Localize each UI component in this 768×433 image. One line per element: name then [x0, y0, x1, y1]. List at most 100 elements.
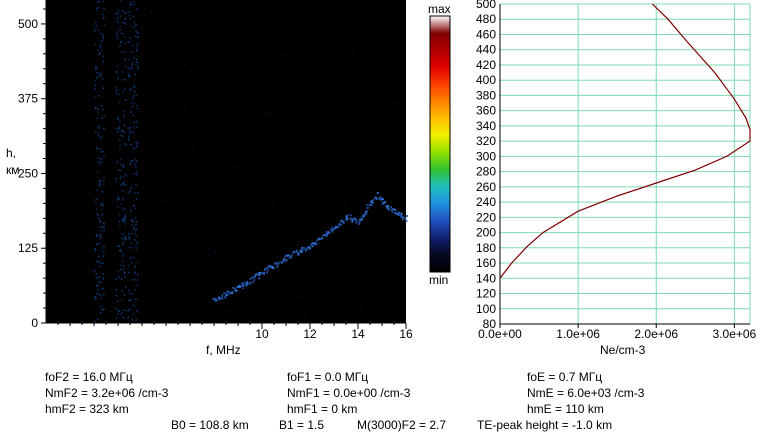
ionogram-noise-speck — [300, 316, 302, 318]
ionogram-trace-point — [358, 218, 361, 221]
ionogram-noise-speck — [116, 17, 119, 19]
ionogram-noise-speck — [123, 220, 125, 223]
ionogram-noise-speck — [97, 242, 99, 245]
ionogram-trace-point — [355, 221, 357, 224]
ionogram-noise-speck — [132, 147, 135, 150]
ionogram-noise-speck — [98, 265, 101, 268]
ionogram-noise-speck — [103, 24, 106, 26]
ionogram-trace-point — [301, 250, 303, 253]
ionogram-noise-speck — [234, 205, 236, 207]
ionogram-noise-speck — [96, 277, 98, 279]
ionogram-noise-speck — [149, 12, 151, 14]
ionogram-trace-point — [402, 216, 404, 219]
ionogram-noise-speck — [116, 32, 118, 34]
ionogram-noise-speck — [97, 49, 99, 51]
ionogram-noise-speck — [133, 90, 136, 93]
ionogram-noise-speck — [295, 146, 297, 148]
ionogram-noise-speck — [368, 220, 370, 222]
ionogram-noise-speck — [134, 207, 137, 210]
ionogram-trace-point — [289, 255, 292, 258]
ionogram-noise-speck — [281, 55, 283, 57]
ionogram-noise-speck — [124, 23, 127, 25]
ionogram-trace-point — [365, 213, 368, 216]
ionogram-trace-point — [339, 223, 342, 226]
ionogram-noise-speck — [226, 310, 228, 313]
ionogram-noise-speck — [277, 302, 279, 304]
ionogram-noise-speck — [123, 173, 126, 176]
ionogram-noise-speck — [137, 142, 139, 144]
ionogram-noise-speck — [133, 26, 135, 28]
ionogram-noise-speck — [133, 266, 136, 269]
ionogram-trace-point — [216, 299, 219, 302]
ionogram-noise-speck — [134, 279, 136, 281]
ionogram-noise-speck — [97, 171, 99, 174]
ionogram-noise-speck — [212, 293, 214, 295]
ionogram-trace-point — [398, 212, 400, 215]
ionogram-noise-speck — [351, 301, 353, 304]
ionogram-trace-point — [268, 265, 271, 267]
ionogram-trace-point — [295, 250, 298, 253]
ionogram-noise-speck — [133, 272, 136, 275]
ionogram-noise-speck — [130, 130, 133, 133]
ionogram-noise-speck — [380, 165, 382, 168]
ionogram-noise-speck — [135, 30, 138, 33]
ionogram-noise-speck — [99, 148, 101, 150]
ionogram-noise-speck — [122, 183, 124, 185]
ionogram-trace-point — [242, 282, 245, 284]
ionogram-noise-speck — [100, 225, 103, 227]
ionogram-noise-speck — [131, 313, 134, 316]
ionogram-noise-speck — [136, 198, 138, 201]
ionogram-noise-speck — [124, 17, 127, 20]
ionogram-noise-speck — [123, 36, 126, 38]
ionogram-noise-speck — [97, 148, 99, 150]
ionogram-trace-point — [251, 276, 254, 279]
param-foF1: foF1 = 0.0 МГц — [287, 370, 369, 384]
ionogram-trace-point — [239, 286, 241, 289]
ionogram-noise-speck — [135, 141, 137, 143]
ionogram-noise-speck — [136, 279, 139, 281]
ionogram-noise-speck — [354, 20, 356, 22]
ionogram-trace-point — [345, 218, 348, 221]
profile-x-tick-label: 0.0e+00 — [478, 327, 522, 341]
ionogram-noise-speck — [266, 282, 268, 284]
ionogram-noise-speck — [93, 80, 96, 82]
ionogram-noise-speck — [180, 121, 182, 123]
ionogram-noise-speck — [128, 271, 130, 274]
ionogram-noise-speck — [103, 128, 105, 130]
ionogram-noise-speck — [123, 265, 125, 267]
ionogram-noise-speck — [130, 220, 133, 222]
ionogram-noise-speck — [184, 105, 186, 107]
ionogram-trace-point — [337, 225, 340, 228]
ionogram-noise-speck — [98, 95, 100, 97]
ionogram-noise-speck — [121, 233, 124, 235]
ionogram-noise-speck — [95, 202, 97, 204]
ionogram-trace-point — [326, 232, 328, 234]
ionogram-trace-point — [258, 272, 260, 274]
ionogram-noise-speck — [95, 76, 98, 79]
param-NmF2: NmF2 = 3.2e+06 /cm-3 — [45, 386, 169, 400]
ionogram-trace-point — [224, 294, 227, 297]
ionogram-trace-point — [301, 249, 304, 252]
ionogram-noise-speck — [135, 165, 137, 168]
ionogram-noise-speck — [129, 41, 132, 43]
ionogram-trace-point — [260, 272, 263, 274]
ionogram-trace-point — [386, 206, 389, 209]
ionogram-noise-speck — [68, 226, 70, 228]
ionogram-noise-speck — [386, 263, 389, 265]
ionogram-noise-speck — [99, 233, 102, 236]
ionogram-noise-speck — [117, 10, 119, 12]
ionogram-noise-speck — [189, 309, 191, 311]
ionogram-noise-speck — [102, 78, 104, 80]
ionogram-noise-speck — [366, 161, 368, 163]
ionogram-trace-point — [214, 299, 217, 302]
ionogram-noise-speck — [122, 255, 124, 257]
ionogram-noise-speck — [124, 51, 126, 53]
ionogram-noise-speck — [99, 32, 102, 34]
ionogram-noise-speck — [117, 78, 119, 80]
ionogram-noise-speck — [244, 33, 246, 35]
ionogram-noise-speck — [338, 77, 340, 79]
ionogram-trace-point — [268, 266, 271, 269]
ionogram-noise-speck — [191, 149, 194, 151]
ionogram-noise-speck — [127, 139, 130, 141]
ionogram-trace-point — [346, 218, 349, 221]
